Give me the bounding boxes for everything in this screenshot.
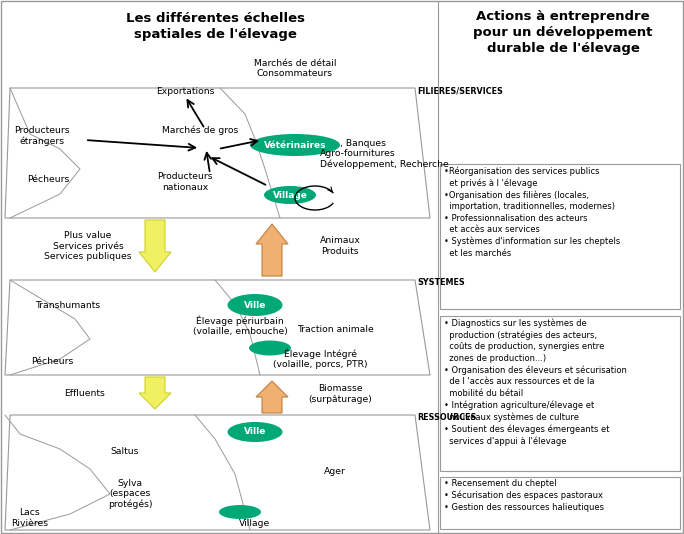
Text: Lacs
Rivières: Lacs Rivières bbox=[12, 508, 49, 528]
Text: Élevage périurbain
(volaille, embouche): Élevage périurbain (volaille, embouche) bbox=[193, 316, 287, 336]
Ellipse shape bbox=[249, 341, 291, 356]
Text: • Diagnostics sur les systèmes de
  production (stratégies des acteurs,
  coûts : • Diagnostics sur les systèmes de produc… bbox=[444, 318, 627, 446]
Ellipse shape bbox=[264, 186, 316, 204]
Text: Producteurs
étrangers: Producteurs étrangers bbox=[14, 126, 70, 146]
Text: Producteurs
nationaux: Producteurs nationaux bbox=[157, 172, 213, 192]
Text: Ager: Ager bbox=[324, 467, 346, 476]
Text: Village: Village bbox=[239, 520, 271, 529]
Text: Traction animale: Traction animale bbox=[297, 325, 373, 334]
FancyArrow shape bbox=[139, 220, 171, 272]
Bar bbox=[440, 164, 680, 309]
Text: Marchés de gros: Marchés de gros bbox=[162, 125, 238, 135]
Bar bbox=[440, 477, 680, 529]
Polygon shape bbox=[5, 280, 430, 375]
Text: Élevage Intégré
(volaille, porcs, PTR): Élevage Intégré (volaille, porcs, PTR) bbox=[273, 349, 367, 370]
Text: Effluents: Effluents bbox=[64, 389, 105, 398]
FancyArrow shape bbox=[256, 381, 288, 413]
Text: Exportations: Exportations bbox=[156, 87, 214, 96]
Text: Animaux
Produits: Animaux Produits bbox=[319, 237, 360, 256]
Text: Village: Village bbox=[272, 191, 307, 200]
Text: Biomasse
(surpâturage): Biomasse (surpâturage) bbox=[308, 384, 372, 404]
Text: Vétérinaires: Vétérinaires bbox=[264, 140, 326, 150]
Text: Consommateurs: Consommateurs bbox=[257, 69, 333, 78]
Text: Plus value
Services privés
Services publiques: Plus value Services privés Services publ… bbox=[44, 231, 132, 261]
Text: Saltus: Saltus bbox=[111, 446, 140, 456]
Text: Les différentes échelles
spatiales de l'élevage: Les différentes échelles spatiales de l'… bbox=[125, 12, 304, 41]
Text: , Banques: , Banques bbox=[340, 138, 386, 147]
Ellipse shape bbox=[228, 422, 282, 442]
FancyArrow shape bbox=[256, 224, 288, 276]
Ellipse shape bbox=[228, 294, 282, 316]
Text: Agro-fournitures: Agro-fournitures bbox=[320, 150, 396, 159]
Polygon shape bbox=[5, 88, 430, 218]
Ellipse shape bbox=[250, 134, 340, 156]
FancyArrow shape bbox=[139, 377, 171, 409]
Text: SYSTEMES: SYSTEMES bbox=[417, 278, 464, 287]
Text: Marchés de détail: Marchés de détail bbox=[254, 59, 337, 68]
Ellipse shape bbox=[219, 505, 261, 519]
Text: FILIERES/SERVICES: FILIERES/SERVICES bbox=[417, 87, 503, 96]
Text: Pécheurs: Pécheurs bbox=[27, 176, 69, 185]
Text: Développement, Recherche: Développement, Recherche bbox=[320, 159, 449, 169]
Text: Sylva
(espaces
protégés): Sylva (espaces protégés) bbox=[108, 479, 153, 509]
Text: •Réorganisation des services publics
  et privés à l 'élevage
•Organisation des : •Réorganisation des services publics et … bbox=[444, 166, 620, 258]
Text: • Recensement du cheptel
• Sécurisation des espaces pastoraux
• Gestion des ress: • Recensement du cheptel • Sécurisation … bbox=[444, 479, 604, 512]
Bar bbox=[440, 316, 680, 471]
Text: Transhumants: Transhumants bbox=[36, 302, 101, 310]
Polygon shape bbox=[5, 415, 430, 530]
Text: RESSOURCES: RESSOURCES bbox=[417, 413, 476, 422]
Text: Pécheurs: Pécheurs bbox=[31, 357, 73, 366]
Text: Actions à entreprendre
pour un développement
durable de l'élevage: Actions à entreprendre pour un développe… bbox=[473, 10, 653, 55]
Text: Ville: Ville bbox=[244, 301, 266, 310]
Text: Ville: Ville bbox=[244, 428, 266, 436]
